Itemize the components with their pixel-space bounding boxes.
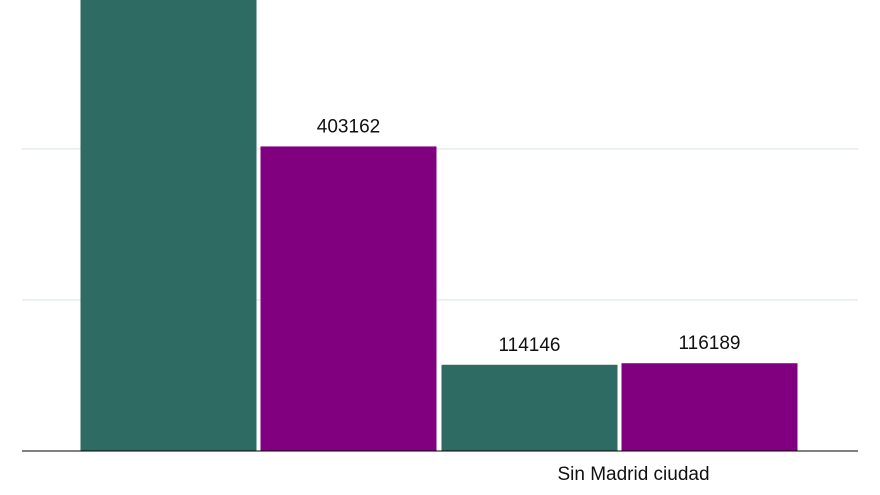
x-tick-label: Sin Madrid ciudad bbox=[557, 464, 709, 485]
data-label: 116189 bbox=[679, 333, 741, 354]
bar bbox=[441, 364, 618, 451]
data-label: 114146 bbox=[499, 335, 561, 356]
bar bbox=[80, 0, 257, 451]
bar bbox=[260, 146, 437, 452]
bar bbox=[621, 363, 798, 451]
data-label: 403162 bbox=[317, 116, 380, 137]
